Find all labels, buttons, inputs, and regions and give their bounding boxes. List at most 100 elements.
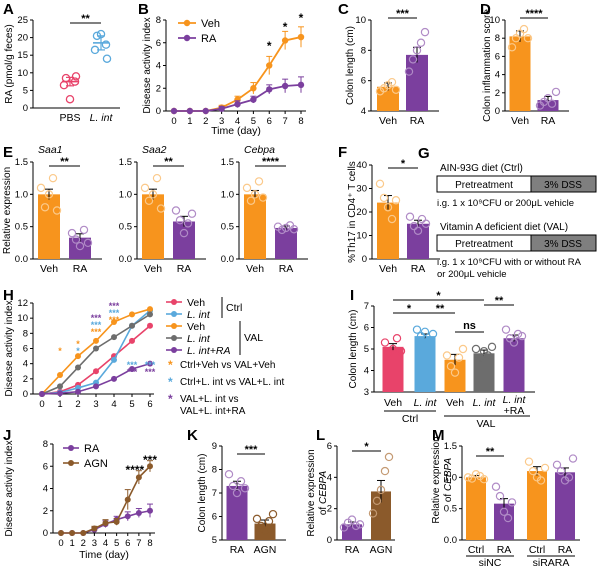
bar xyxy=(473,353,495,392)
y-tick-label: 0 xyxy=(23,389,28,400)
legend-marker xyxy=(171,299,177,305)
panel-label: D xyxy=(480,1,491,18)
legend-marker xyxy=(171,347,177,353)
x-tick-label: Veh xyxy=(379,263,397,275)
sig-l-label: * xyxy=(364,441,369,453)
y-tick-label: 0.0 xyxy=(15,254,28,265)
sig-e-label: **** xyxy=(262,156,280,168)
data-point xyxy=(413,226,423,235)
y-axis-title: Disease activity index xyxy=(142,17,153,113)
y-tick-label: 8 xyxy=(361,45,366,56)
y-tick-label: 8 xyxy=(43,439,48,450)
series-point xyxy=(266,86,273,93)
significance-mark: *** xyxy=(91,320,102,330)
data-point xyxy=(355,520,365,529)
data-point xyxy=(144,196,154,205)
x-tick-label: 0 xyxy=(58,538,63,549)
y-tick-label: 0 xyxy=(495,106,500,117)
series-point xyxy=(80,530,87,536)
data-point xyxy=(383,203,393,212)
data-point xyxy=(540,463,550,473)
legend-marker xyxy=(171,311,177,317)
data-point xyxy=(368,509,378,518)
data-point xyxy=(187,209,197,218)
series-point xyxy=(111,356,117,363)
y-tick-label: 0 xyxy=(156,106,161,117)
data-point xyxy=(228,481,238,491)
series-point xyxy=(93,383,99,390)
data-point xyxy=(44,190,54,199)
x-tick-label: RA xyxy=(279,263,294,275)
data-point xyxy=(372,496,382,506)
y-tick-label: 1.0 xyxy=(221,189,234,200)
y-axis-title: Relative expression xyxy=(431,436,442,523)
bar xyxy=(173,221,195,259)
bar xyxy=(406,54,428,111)
x-tick-label: 0 xyxy=(39,399,44,410)
y-tick-label: 25 xyxy=(17,15,28,26)
data-point xyxy=(499,507,509,516)
x-tick-label: RA xyxy=(410,115,425,127)
x-tick-label: Veh xyxy=(384,397,402,409)
data-point xyxy=(83,238,93,248)
y-tick-label: 9 xyxy=(212,441,217,452)
bar xyxy=(527,471,547,540)
y-tick-label: 6 xyxy=(361,76,366,87)
data-point xyxy=(391,85,401,94)
significance-mark: **** xyxy=(126,463,145,477)
x-tick-label: +RA xyxy=(504,405,525,417)
x-tick-label: Veh xyxy=(246,263,264,275)
data-point xyxy=(140,183,150,193)
x-tick-label: L. int xyxy=(414,397,438,409)
data-point xyxy=(471,470,481,479)
data-point xyxy=(392,334,402,343)
x-tick-label: 2 xyxy=(203,116,208,127)
subplot-cebpa: Cebpa 0.0 0.5 1.0 1.5 Veh RA **** xyxy=(221,144,308,275)
group-label: Ctrl xyxy=(402,413,418,425)
significance-mark: *** xyxy=(109,308,120,318)
x-tick-label: 3 xyxy=(219,116,224,127)
y-axis-title: Colon length (cm) xyxy=(345,26,356,105)
x-tick-label: 8 xyxy=(298,116,303,127)
bar xyxy=(226,485,248,540)
x-tick-label: 6 xyxy=(125,538,130,549)
sig-f-label: * xyxy=(401,158,406,170)
x-tick-label: 2 xyxy=(75,399,80,410)
y-tick-label: 10 xyxy=(17,313,28,324)
y-tick-label: 3 xyxy=(364,387,369,398)
y-tick-label: 0.5 xyxy=(15,222,28,233)
panel-label: E xyxy=(3,144,13,161)
sig-i3-label: ** xyxy=(436,303,445,315)
data-point xyxy=(487,342,497,352)
sig-i5-label: ** xyxy=(495,295,504,307)
annotation-star: * xyxy=(168,375,173,389)
x-tick-label: RA xyxy=(230,544,245,556)
bar xyxy=(275,227,297,259)
y-tick-label: 1.0 xyxy=(119,189,132,200)
data-point xyxy=(232,488,242,498)
data-point xyxy=(483,351,493,360)
y-tick-label: 2 xyxy=(156,83,161,94)
data-point xyxy=(156,204,166,213)
bar xyxy=(244,194,266,259)
data-point xyxy=(442,351,452,360)
y-tick-label: 1.0 xyxy=(444,472,457,483)
data-point xyxy=(387,77,397,87)
pretreatment-label-ctrl: Pretreatment xyxy=(455,180,513,191)
sig-i4-label: ns xyxy=(463,320,476,332)
legend-label: RA xyxy=(84,443,100,455)
panel-label: M xyxy=(432,427,445,444)
val-note-line-1: i.g. 1 x 10⁹CFU with or without RA xyxy=(437,257,582,268)
bar xyxy=(494,503,514,540)
series-point xyxy=(129,311,135,318)
data-point xyxy=(536,476,546,485)
series-point xyxy=(75,353,81,360)
dss-box-ctrl xyxy=(530,175,597,193)
y-tick-label: 20 xyxy=(356,207,367,218)
y-tick-label: 2 xyxy=(43,506,48,517)
legend-label: L. int xyxy=(187,309,211,321)
